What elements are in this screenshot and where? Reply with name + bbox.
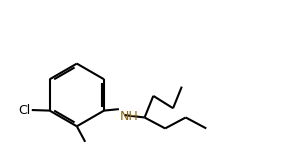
Text: Cl: Cl (18, 104, 30, 117)
Text: NH: NH (120, 110, 139, 123)
